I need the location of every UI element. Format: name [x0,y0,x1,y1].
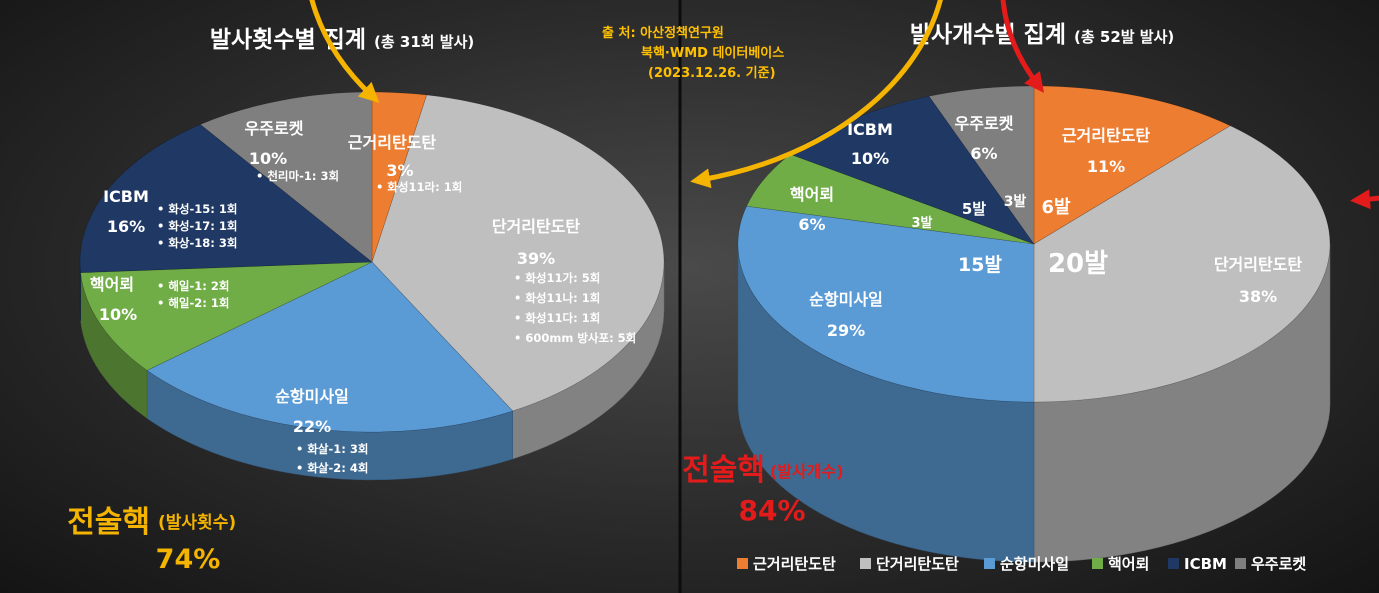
legend-label-close-range-ballistic: 근거리탄도탄 [753,555,836,573]
right-callout-value: 84% [738,494,805,527]
pie-slice-nuclear-torpedo [80,261,373,371]
source-line-3: (2023.12.26. 기준) [648,66,776,81]
right-label-icbm: ICBM [847,120,893,139]
left-pct-cruise-missile: 22% [293,417,331,436]
legend-swatch-nuclear-torpedo [1092,558,1103,569]
legend: 근거리탄도탄 단거리탄도탄 순항미사일 핵어뢰 ICBM 우주로켓 [737,555,1306,573]
legend-label-icbm: ICBM [1184,555,1227,573]
left-callout-main: 전술핵 [67,505,150,540]
left-item-cruise-missile: • 화살-1: 3회 [296,442,368,456]
left-chart-title: 발사횟수별 집계 [210,27,366,53]
left-label-close-range-ballistic: 근거리탄도탄 [348,133,437,152]
right-label-cruise-missile: 순항미사일 [809,290,883,309]
legend-label-nuclear-torpedo: 핵어뢰 [1108,555,1149,573]
source-line-2: 북핵·WMD 데이터베이스 [641,45,784,61]
right-chart-title-group: 발사개수별 집계 (총 52발 발사) [910,22,1174,48]
left-pct-close-range-ballistic: 3% [386,161,413,180]
legend-swatch-close-range-ballistic [737,558,748,569]
right-callout-main: 전술핵 [682,453,765,488]
left-callout-value: 74% [156,544,221,575]
left-item-nuclear-torpedo: • 해일-2: 1회 [157,296,229,310]
legend-swatch-cruise-missile [984,558,995,569]
right-pct-cruise-missile: 29% [827,321,865,340]
legend-swatch-space-rocket [1235,558,1246,569]
right-pct-space-rocket: 6% [970,144,997,163]
right-pct-short-range-ballistic: 38% [1239,287,1277,306]
left-item-short-range-ballistic: • 600mm 방사포: 5회 [514,331,636,345]
left-item-space-rocket: • 천리마-1: 3회 [256,169,339,183]
right-chart-title: 발사개수별 집계 [910,22,1066,48]
left-circular-arrow [309,0,943,189]
left-callout-sub: (발사횟수) [158,513,236,533]
left-item-short-range-ballistic: • 화성11나: 1회 [514,291,600,305]
left-chart-subtitle: (총 31회 발사) [374,33,474,51]
left-item-icbm: • 화성-15: 1회 [157,202,237,216]
right-count-nuclear-torpedo: 3발 [911,215,932,231]
right-count-cruise-missile: 15발 [958,254,1002,276]
left-item-cruise-missile: • 화살-2: 4회 [296,461,368,475]
legend-swatch-short-range-ballistic [860,558,871,569]
legend-label-short-range-ballistic: 단거리탄도탄 [876,555,959,573]
left-pct-space-rocket: 10% [249,149,287,168]
left-item-nuclear-torpedo: • 해일-1: 2회 [157,279,229,293]
pie-slice-cruise-missile [146,261,514,433]
left-pct-nuclear-torpedo: 10% [99,305,137,324]
source-line-1: 출 처: 아산정책연구원 [602,25,724,41]
right-count-icbm: 5발 [962,200,986,218]
right-label-space-rocket: 우주로켓 [955,114,1014,133]
left-chart-title-group: 발사횟수별 집계 (총 31회 발사) [210,27,474,53]
left-pct-icbm: 16% [107,217,145,236]
left-item-icbm: • 화성-17: 1회 [157,219,237,233]
right-callout-sub: (발사개수) [770,462,844,481]
source-note: 출 처: 아산정책연구원 북핵·WMD 데이터베이스 (2023.12.26. … [602,25,784,81]
left-label-nuclear-torpedo: 핵어뢰 [90,275,134,294]
right-label-close-range-ballistic: 근거리탄도탄 [1062,126,1151,145]
left-item-short-range-ballistic: • 화성11가: 5회 [514,271,600,285]
left-label-cruise-missile: 순항미사일 [275,387,349,406]
right-pct-nuclear-torpedo: 6% [798,215,825,234]
right-pct-close-range-ballistic: 11% [1087,157,1125,176]
legend-label-space-rocket: 우주로켓 [1251,555,1306,573]
left-label-icbm: ICBM [103,187,149,206]
left-item-short-range-ballistic: • 화성11다: 1회 [514,311,600,325]
right-count-close-range-ballistic: 6발 [1041,197,1071,218]
pie-slice-cruise-missile [737,205,1035,403]
left-callout: 전술핵 (발사횟수) 74% [67,505,236,575]
right-callout: 전술핵 (발사개수) 84% [682,453,843,527]
left-item-close-range-ballistic: • 화성11라: 1회 [376,180,462,194]
legend-label-cruise-missile: 순항미사일 [1000,555,1069,573]
left-label-short-range-ballistic: 단거리탄도탄 [492,217,581,236]
left-item-icbm: • 화상-18: 3회 [157,236,237,250]
right-label-nuclear-torpedo: 핵어뢰 [790,185,834,204]
left-label-space-rocket: 우주로켓 [245,119,304,138]
legend-swatch-icbm [1168,558,1179,569]
pie-slice-icbm [79,124,373,273]
right-count-space-rocket: 3발 [1004,193,1027,210]
left-pct-short-range-ballistic: 39% [517,249,555,268]
right-chart-subtitle: (총 52발 발사) [1074,28,1174,46]
right-count-short-range-ballistic: 20발 [1048,249,1108,279]
right-pct-icbm: 10% [851,149,889,168]
right-label-short-range-ballistic: 단거리탄도탄 [1214,255,1303,274]
